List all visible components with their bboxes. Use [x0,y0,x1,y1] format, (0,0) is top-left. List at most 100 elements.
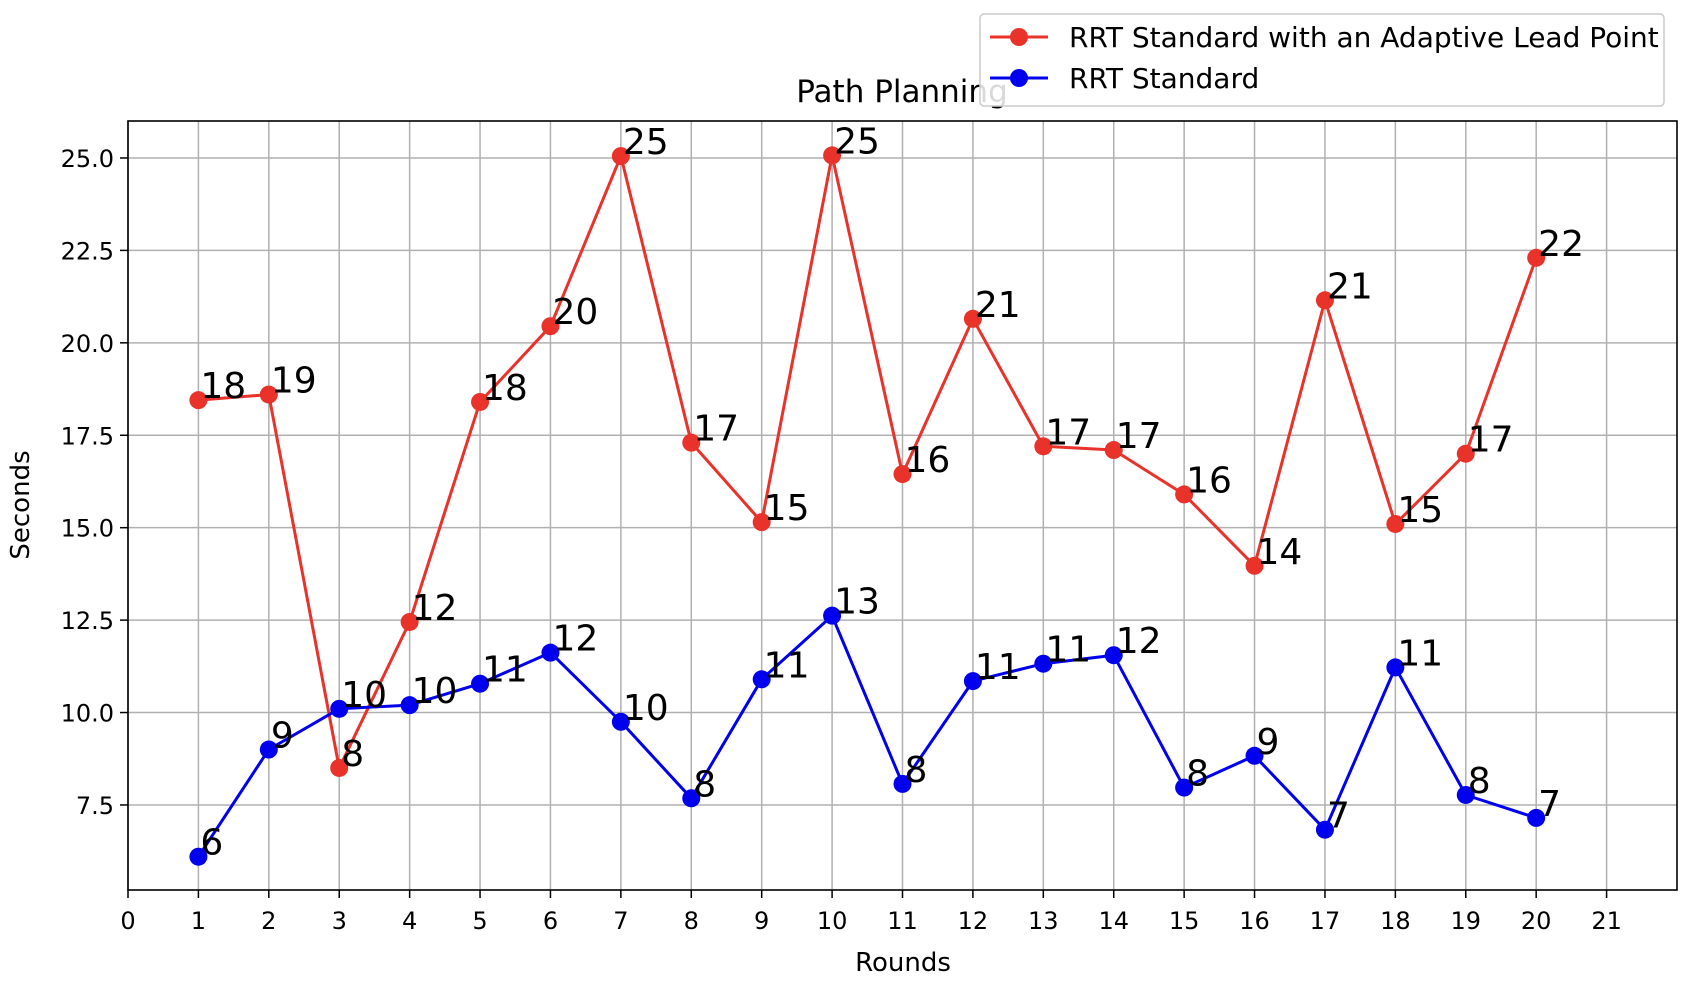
data-label: 22 [1538,224,1584,265]
data-point [752,513,771,532]
x-tick-label: 11 [887,907,918,935]
data-point [400,696,419,715]
data-point [682,789,701,808]
data-point [1175,778,1194,797]
data-label: 16 [905,440,951,481]
data-label: 9 [271,716,294,757]
data-point [471,674,490,693]
x-tick-label: 20 [1521,907,1552,935]
x-tick-label: 18 [1380,907,1411,935]
series-1: 6 9 10 10 11 12 10 8 11 13 8 11 11 12 8 9 7 11 8 7 [189,582,1561,866]
data-label: 17 [1468,420,1514,461]
data-label: 15 [764,488,810,529]
data-point [189,847,208,866]
x-tick-label: 17 [1310,907,1341,935]
data-point [963,672,982,691]
data-point [1034,437,1053,456]
data-point [330,758,349,777]
data-point [1175,485,1194,504]
data-point [752,670,771,689]
x-tick-label: 2 [261,907,276,935]
data-label: 7 [1327,796,1350,837]
data-point [1104,441,1123,460]
data-label: 21 [1327,266,1373,307]
data-label: 8 [693,764,716,805]
legend: RRT Standard with an Adaptive Lead Point… [979,13,1665,107]
data-label: 8 [341,734,364,775]
data-label: 8 [905,750,928,791]
data-label: 10 [623,688,669,729]
data-point [541,317,560,336]
data-label: 17 [693,409,739,450]
data-point [189,391,208,410]
data-point [259,385,278,404]
data-label: 11 [1045,630,1091,671]
data-label: 12 [1116,621,1162,662]
data-point [611,147,630,166]
x-tick-label: 0 [120,907,135,935]
y-tick-label: 17.5 [61,422,114,450]
legend-marker-1 [1010,69,1028,87]
data-label: 12 [412,588,458,629]
data-point [611,712,630,731]
data-point [1386,514,1405,533]
data-label: 17 [1045,412,1091,453]
data-point [1245,556,1264,575]
grid-lines [127,121,1677,890]
legend-box [979,13,1665,107]
x-tick-label: 9 [754,907,769,935]
data-label: 9 [1257,722,1280,763]
data-label: 6 [200,823,223,864]
data-label: 18 [482,368,528,409]
data-label: 25 [834,121,880,162]
data-label: 21 [975,285,1021,326]
data-point [963,309,982,328]
data-point [893,774,912,793]
x-tick-label: 10 [817,907,848,935]
x-tick-label: 12 [958,907,989,935]
data-point [682,433,701,452]
legend-label-1: RRT Standard [1069,62,1259,95]
data-label: 11 [1397,633,1443,674]
x-tick-label: 14 [1098,907,1129,935]
x-tick-label: 8 [684,907,699,935]
data-label: 11 [764,645,810,686]
y-tick-label: 12.5 [61,607,114,635]
data-label: 19 [271,361,317,402]
legend-label-0: RRT Standard with an Adaptive Lead Point [1069,21,1659,54]
data-label: 12 [552,619,598,660]
data-label: 11 [482,650,528,691]
data-point [1456,785,1475,804]
data-label: 13 [834,582,880,623]
data-label: 10 [412,671,458,712]
data-point [541,643,560,662]
data-label: 25 [623,122,669,163]
data-label: 20 [552,292,598,333]
data-point [893,465,912,484]
data-label: 11 [975,647,1021,688]
y-axis-ticks: 7.5 10.0 12.5 15.0 17.5 20.0 22.5 25.0 [61,145,128,820]
x-tick-label: 21 [1591,907,1622,935]
data-label: 10 [341,675,387,716]
data-label: 16 [1186,460,1232,501]
data-point [823,606,842,625]
data-point [1315,291,1334,310]
x-tick-label: 1 [191,907,206,935]
x-tick-label: 5 [472,907,487,935]
data-point [1527,248,1546,267]
legend-marker-0 [1010,28,1028,46]
chart-title: Path Planning [796,74,1008,110]
data-label: 15 [1397,490,1443,531]
data-point [471,392,490,411]
x-tick-label: 19 [1450,907,1481,935]
series-0: 18 19 8 12 18 20 25 17 15 25 16 21 17 17 16 14 21 15 17 22 [189,121,1584,777]
series-layer: 18 19 8 12 18 20 25 17 15 25 16 21 17 17 16 14 21 15 17 22 6… [189,121,1584,866]
data-label: 8 [1468,761,1491,802]
y-tick-label: 10.0 [61,700,114,728]
x-tick-label: 15 [1169,907,1200,935]
data-point [259,740,278,759]
y-tick-label: 15.0 [61,515,114,543]
data-point [1527,808,1546,827]
y-tick-label: 25.0 [61,145,114,173]
